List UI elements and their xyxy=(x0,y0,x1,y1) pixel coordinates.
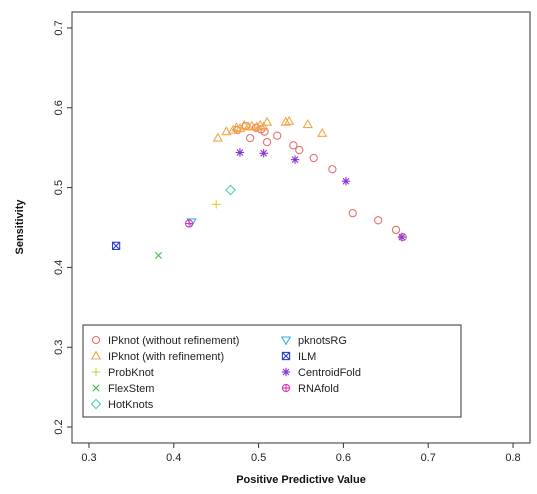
point-rnafold xyxy=(184,219,194,228)
legend-marker-centroidfold xyxy=(281,367,291,377)
y-tick-label: 0.6 xyxy=(53,100,65,115)
point-ipknot-without-refinement xyxy=(391,225,401,235)
point-centroidfold xyxy=(341,177,351,186)
legend-marker-ipknot-with-refinement xyxy=(90,350,102,360)
point-ipknot-without-refinement xyxy=(374,216,383,225)
y-tick-label: 0.3 xyxy=(53,340,65,355)
legend-label-flexstem: FlexStem xyxy=(108,383,154,395)
legend-label-rnafold: RNAfold xyxy=(298,383,339,395)
point-ipknot-with-refinement xyxy=(239,119,250,129)
legend-marker-hotknots xyxy=(90,398,102,410)
legend-marker-pknotsrg xyxy=(280,336,292,346)
point-ipknot-with-refinement xyxy=(258,121,269,131)
point-ipknot-with-refinement xyxy=(243,121,254,131)
data-points xyxy=(111,115,407,260)
legend-label-pknotsrg: pknotsRG xyxy=(298,335,347,347)
point-centroidfold xyxy=(397,232,407,242)
point-ipknot-with-refinement xyxy=(283,115,295,125)
point-hotknots xyxy=(225,184,236,196)
point-ipknot-without-refinement xyxy=(262,137,272,147)
point-ipknot-with-refinement xyxy=(246,120,257,130)
x-tick-label: 0.5 xyxy=(251,452,266,464)
point-ipknot-without-refinement xyxy=(289,141,298,150)
x-tick-label: 0.3 xyxy=(81,452,96,464)
point-ipknot-with-refinement xyxy=(317,127,328,137)
legend-label-probknot: ProbKnot xyxy=(108,367,154,379)
point-ilm xyxy=(111,241,121,251)
x-axis-label: Positive Predictive Value xyxy=(236,474,366,486)
point-ipknot-with-refinement xyxy=(221,126,232,136)
y-tick-label: 0.2 xyxy=(53,419,65,434)
x-tick-label: 0.4 xyxy=(166,452,181,464)
point-centroidfold xyxy=(290,155,300,164)
y-axis: 0.2 0.3 0.4 0.5 0.6 0.7 xyxy=(53,20,72,435)
legend-box xyxy=(82,324,462,418)
point-probknot xyxy=(211,200,221,209)
point-ipknot-without-refinement xyxy=(295,145,304,155)
point-ipknot-without-refinement xyxy=(348,208,357,218)
legend-marker-rnafold xyxy=(281,383,291,393)
y-tick-label: 0.5 xyxy=(53,180,65,195)
legend-label-centroidfold: CentroidFold xyxy=(298,367,361,379)
point-flexstem xyxy=(154,251,163,260)
legend-marker-ipknot-without-refinement xyxy=(91,335,101,345)
x-tick-label: 0.6 xyxy=(336,452,351,464)
point-ipknot-with-refinement xyxy=(302,119,313,129)
legend-marker-ilm xyxy=(281,351,291,361)
point-ipknot-with-refinement xyxy=(212,132,224,142)
y-tick-label: 0.4 xyxy=(53,260,65,275)
legend-label-ipknot-without-refinement: IPknot (without refinement) xyxy=(108,335,239,347)
point-ipknot-with-refinement xyxy=(251,121,263,131)
point-ipknot-without-refinement xyxy=(245,133,255,143)
legend-marker-probknot xyxy=(91,367,101,377)
y-tick-label: 0.7 xyxy=(53,20,65,35)
point-ipknot-with-refinement xyxy=(280,116,291,126)
legend-label-hotknots: HotKnots xyxy=(108,399,154,411)
point-ipknot-with-refinement xyxy=(228,124,239,134)
legend: IPknot (without refinement) IPknot (with … xyxy=(82,324,462,418)
point-ipknot-without-refinement xyxy=(328,165,337,174)
x-tick-label: 0.8 xyxy=(505,452,520,464)
legend-label-ipknot-with-refinement: IPknot (with refinement) xyxy=(108,351,224,363)
legend-label-ilm: ILM xyxy=(298,351,316,363)
legend-marker-flexstem xyxy=(92,384,100,392)
point-centroidfold xyxy=(259,149,268,158)
x-axis: 0.3 0.4 0.5 0.6 0.7 0.8 xyxy=(81,443,521,464)
x-tick-label: 0.7 xyxy=(421,452,436,464)
point-ipknot-without-refinement xyxy=(309,153,318,163)
plot-frame xyxy=(71,11,531,444)
point-ipknot-with-refinement xyxy=(261,116,273,126)
y-axis-label: Sensitivity xyxy=(14,199,26,255)
point-ipknot-without-refinement xyxy=(273,131,282,140)
point-centroidfold xyxy=(235,148,245,157)
